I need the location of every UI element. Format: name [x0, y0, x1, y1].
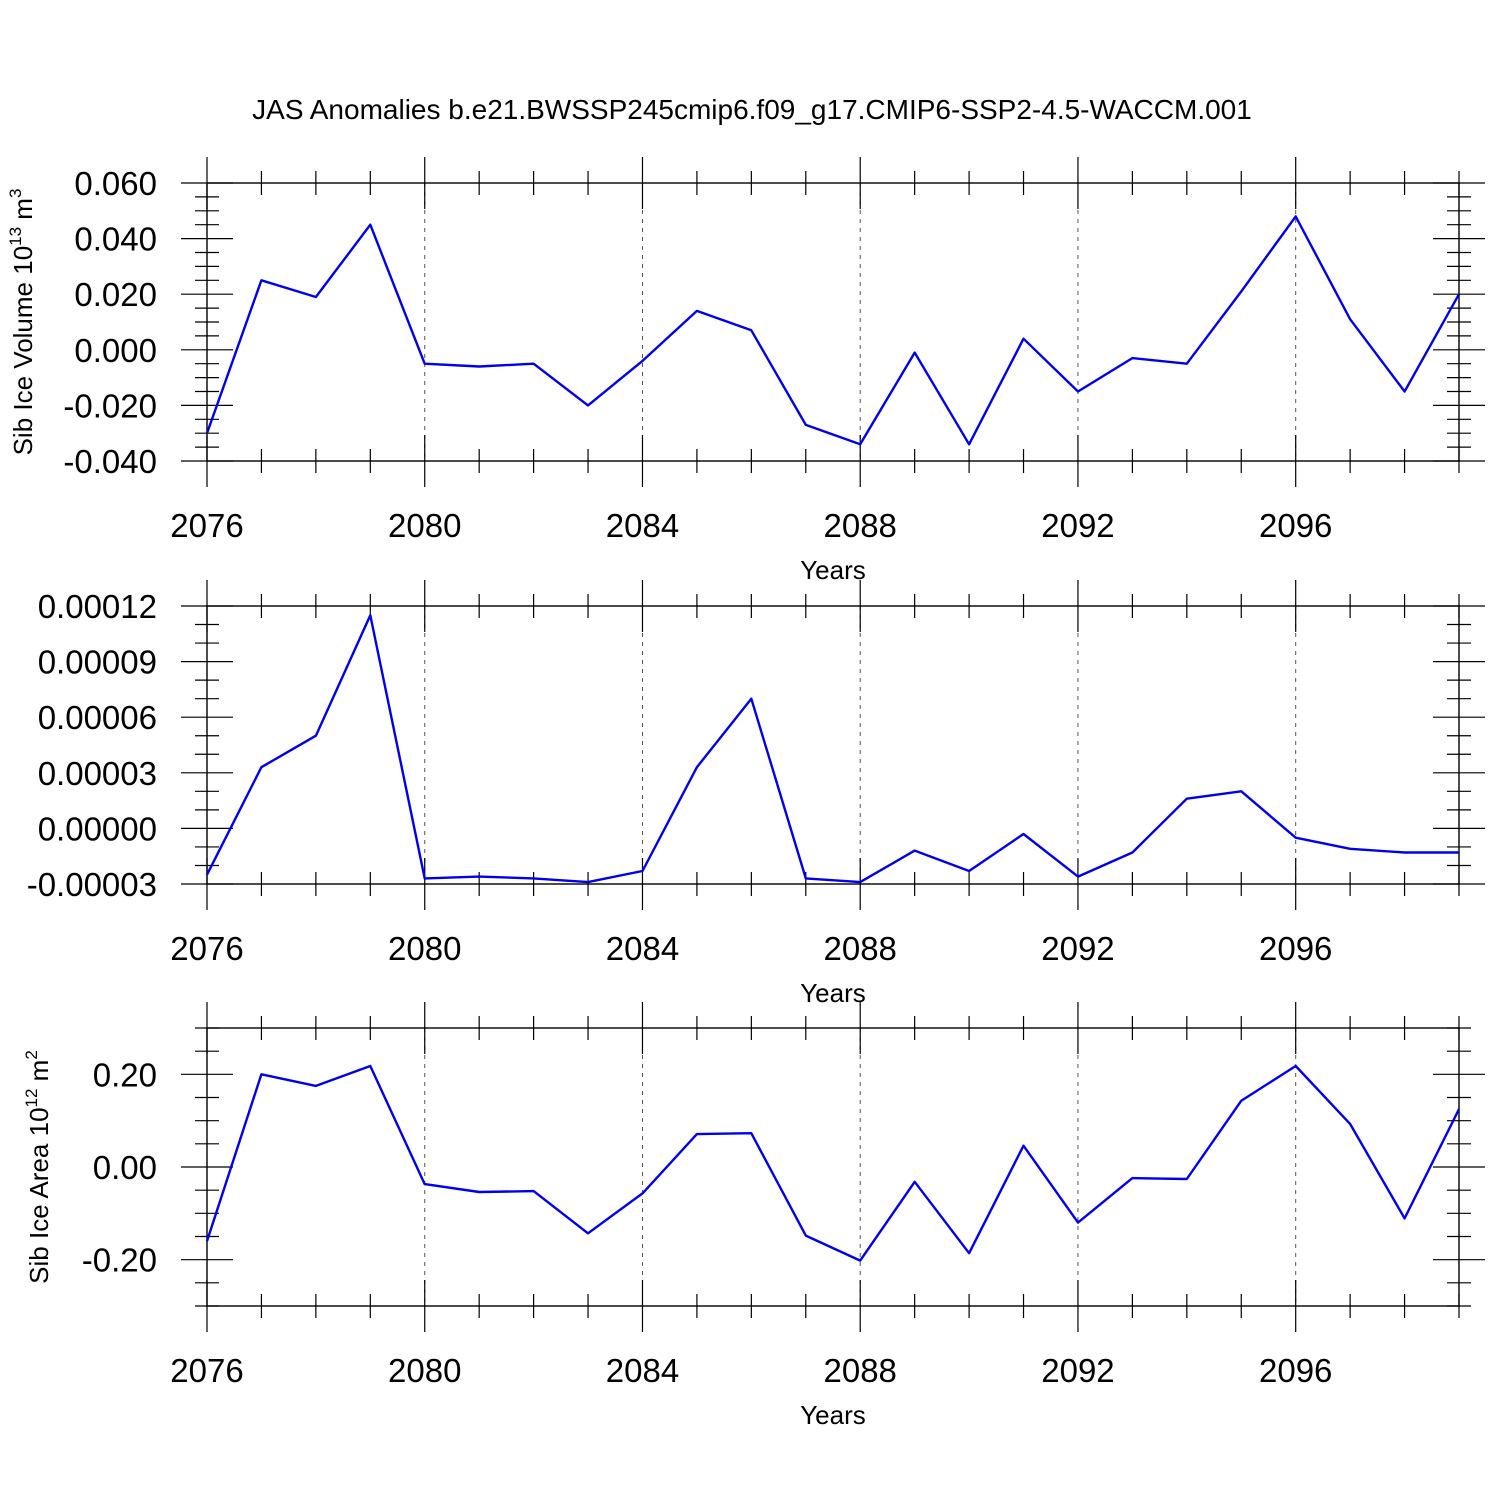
plot-panel-1: -0.040 -0.020 0.000 0.020 0.040 0.060 2076 2080… [6, 157, 1485, 585]
y-tick-label: 0.00000 [38, 810, 157, 847]
x-tick-label: 2096 [1259, 507, 1332, 544]
y-tick-label: 0.000 [74, 332, 157, 369]
x-tick-label: 2076 [170, 930, 243, 967]
x-tick-label: 2080 [388, 507, 461, 544]
y-axis-title: Sib Ice Volume 1013 m3 [6, 189, 38, 456]
x-tick-label: 2076 [170, 507, 243, 544]
y-tick-label: 0.00006 [38, 699, 157, 736]
x-tick-label: 2084 [606, 930, 679, 967]
x-axis-title: Years [800, 555, 866, 585]
x-tick-label: 2096 [1259, 1352, 1332, 1389]
y-axis-title-text: Sib Ice Area 10 [24, 1107, 54, 1283]
plot-frame [206, 1027, 1460, 1307]
x-tick-label: 2092 [1041, 507, 1114, 544]
y-tick-label: 0.060 [74, 165, 157, 202]
x-tick-label: 2092 [1041, 930, 1114, 967]
y-tick-label: -0.020 [63, 387, 157, 424]
x-tick-label: 2092 [1041, 1352, 1114, 1389]
x-tick-label: 2088 [824, 507, 897, 544]
y-tick-label: 0.040 [74, 221, 157, 258]
x-tick-label: 2080 [388, 930, 461, 967]
plot-frame [206, 605, 1460, 885]
y-tick-label: -0.040 [63, 443, 157, 480]
y-axis-title-exponent: 13 [6, 227, 25, 246]
series-line [205, 1064, 1461, 1262]
y-axis-title-unit-exponent: 2 [22, 1050, 41, 1059]
y-axis-title: Sib Snow Volume 1013 m3 [0, 596, 2, 893]
y-axis-title-exponent: 12 [22, 1089, 41, 1108]
x-tick-label: 2088 [824, 1352, 897, 1389]
y-axis-title-unit: m [0, 606, 2, 635]
plot-panel-2: -0.00003 0.00000 0.00003 0.00006 0.00009 0.00… [0, 580, 1485, 1008]
y-axis-title-text: Sib Ice Volume 10 [8, 246, 38, 456]
x-tick-label: 2084 [606, 507, 679, 544]
x-tick-label: 2096 [1259, 930, 1332, 967]
x-tick-label: 2080 [388, 1352, 461, 1389]
plot-panel-3: -0.20 0.00 0.20 2076 2080 2084 2088 2092 2096 Yea… [22, 1002, 1485, 1430]
series-line [205, 614, 1459, 884]
y-tick-label: 0.020 [74, 276, 157, 313]
y-tick-label: -0.00003 [27, 866, 157, 903]
series-line [205, 215, 1461, 446]
y-tick-label: 0.20 [93, 1056, 157, 1093]
y-tick-label: 0.00012 [38, 588, 157, 625]
figure-title: JAS Anomalies b.e21.BWSSP245cmip6.f09_g1… [252, 94, 1252, 125]
y-tick-label: 0.00003 [38, 755, 157, 792]
x-tick-label: 2076 [170, 1352, 243, 1389]
y-axis-title-unit: m [24, 1060, 54, 1089]
y-axis-title-unit-exponent: 3 [6, 189, 25, 198]
y-axis-title-text: Sib Snow Volume 10 [0, 654, 2, 894]
x-axis-title: Years [800, 978, 866, 1008]
x-axis-title: Years [800, 1400, 866, 1430]
plot-frame [206, 182, 1460, 462]
y-axis-title: Sib Ice Area 1012 m2 [22, 1050, 54, 1284]
y-tick-label: 0.00009 [38, 644, 157, 681]
y-axis-title-unit: m [8, 198, 38, 227]
y-tick-label: -0.20 [82, 1242, 157, 1279]
x-tick-label: 2088 [824, 930, 897, 967]
x-tick-label: 2084 [606, 1352, 679, 1389]
plots-group: -0.040 -0.020 0.000 0.020 0.040 0.060 2076 2080… [0, 157, 1485, 1430]
y-tick-label: 0.00 [93, 1149, 157, 1186]
